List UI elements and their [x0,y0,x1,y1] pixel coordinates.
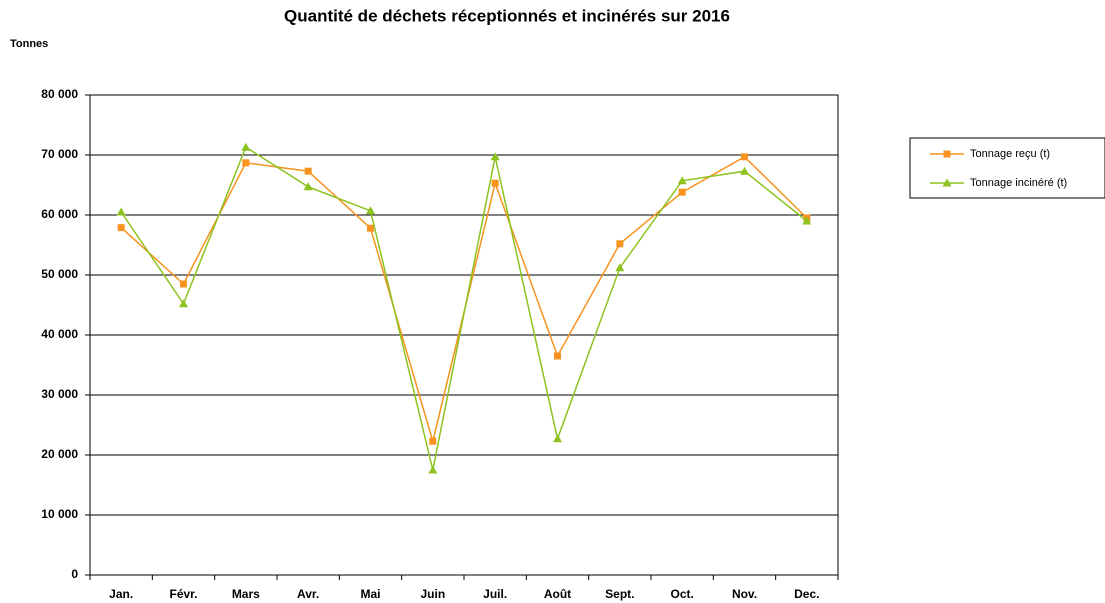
point [491,179,499,187]
y-tick-label: 40 000 [41,327,78,341]
point [554,352,561,360]
x-tick-label: Févr. [169,587,197,601]
y-tick-label: 50 000 [41,267,78,281]
point [429,437,437,445]
point [942,178,952,187]
point [179,299,188,308]
chart-title: Quantité de déchets réceptionnés et inci… [284,6,730,25]
point [802,216,812,225]
point [366,206,375,215]
y-tick-label: 60 000 [41,207,78,221]
point [616,240,624,248]
legend-label: Tonnage reçu (t) [970,148,1050,160]
x-tick-label: Avr. [297,587,319,601]
x-tick-label: Juil. [483,587,507,601]
point [490,152,500,161]
y-tick-label: 80 000 [41,87,78,101]
point [677,176,687,185]
x-tick-label: Mai [360,587,380,601]
point [241,142,251,151]
point [428,465,438,474]
point [367,224,374,232]
point [615,263,625,272]
x-tick-label: Sept. [605,587,634,601]
point [180,280,187,288]
point [303,182,313,191]
x-tick-label: Août [544,587,571,601]
legend-label: Tonnage incinéré (t) [970,177,1067,189]
y-tick-label: 30 000 [41,387,78,401]
x-tick-label: Juin [420,587,445,601]
series-line [120,146,808,471]
x-tick-label: Mars [232,587,260,601]
point [943,150,951,158]
y-tick-label: 10 000 [41,507,78,521]
y-tick-label: 0 [71,567,78,581]
y-axis-label: Tonnes [10,38,48,50]
point [678,188,686,196]
x-tick-label: Nov. [732,587,757,601]
point [116,207,126,216]
point [117,224,125,232]
x-tick-label: Dec. [794,587,819,601]
point [242,159,250,167]
point [741,153,748,161]
y-tick-label: 70 000 [41,147,78,161]
point [304,167,312,175]
legend-box [909,137,1105,199]
point [553,434,562,443]
series-line [120,155,808,445]
point [740,166,749,175]
x-tick-label: Oct. [670,587,693,601]
x-tick-label: Jan. [109,587,133,601]
y-tick-label: 20 000 [41,447,78,461]
